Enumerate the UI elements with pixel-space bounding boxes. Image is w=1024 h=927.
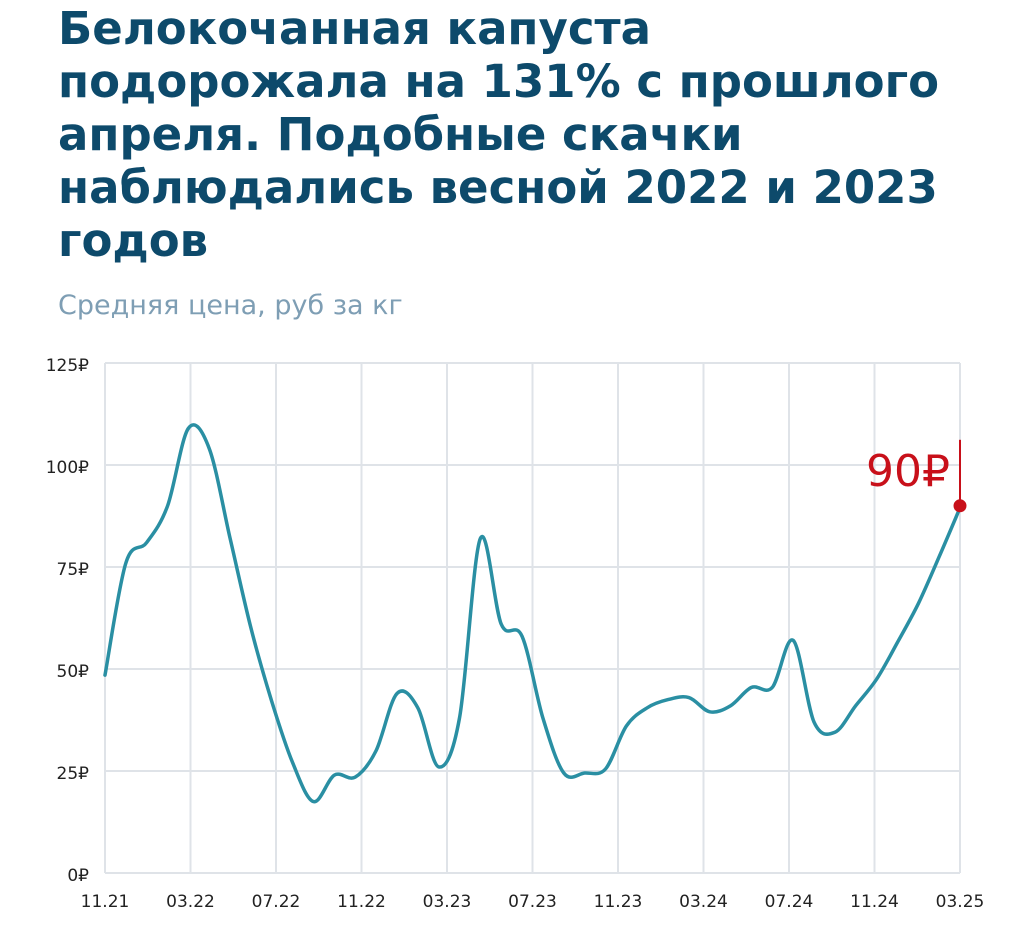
x-tick-label: 07.24 (765, 892, 814, 912)
x-tick-label: 07.22 (252, 892, 301, 912)
chart-grid (104, 362, 961, 874)
x-tick-label: 11.22 (337, 892, 386, 912)
price-series (103, 423, 962, 804)
x-tick-label: 11.23 (594, 892, 643, 912)
last-value-marker (953, 499, 967, 513)
y-tick-label: 25₽ (57, 764, 90, 784)
last-value-annotation: 90₽ (866, 439, 967, 513)
price-line (103, 423, 962, 804)
x-tick-label: 07.23 (508, 892, 557, 912)
y-tick-label: 75₽ (57, 560, 90, 580)
chart-title: Белокочанная капуста подорожала на 131% … (58, 2, 939, 267)
y-tick-label: 50₽ (57, 662, 90, 682)
x-tick-label: 03.24 (679, 892, 728, 912)
x-axis-ticks: 11.21 03.22 07.22 11.22 03.23 07.23 11.23 03.24… (81, 892, 985, 912)
last-value-label: 90₽ (866, 446, 950, 497)
chart-subtitle: Средняя цена, руб за кг (58, 290, 403, 321)
y-tick-label: 100₽ (46, 458, 89, 478)
y-axis-ticks: 0₽ 25₽ 50₽ 75₽ 100₽ 125₽ (46, 356, 89, 886)
x-tick-label: 03.22 (166, 892, 215, 912)
x-tick-label: 11.24 (850, 892, 899, 912)
y-tick-label: 0₽ (67, 866, 89, 886)
y-tick-label: 125₽ (46, 356, 89, 376)
x-tick-label: 03.23 (423, 892, 472, 912)
x-tick-label: 11.21 (81, 892, 130, 912)
x-tick-label: 03.25 (936, 892, 985, 912)
